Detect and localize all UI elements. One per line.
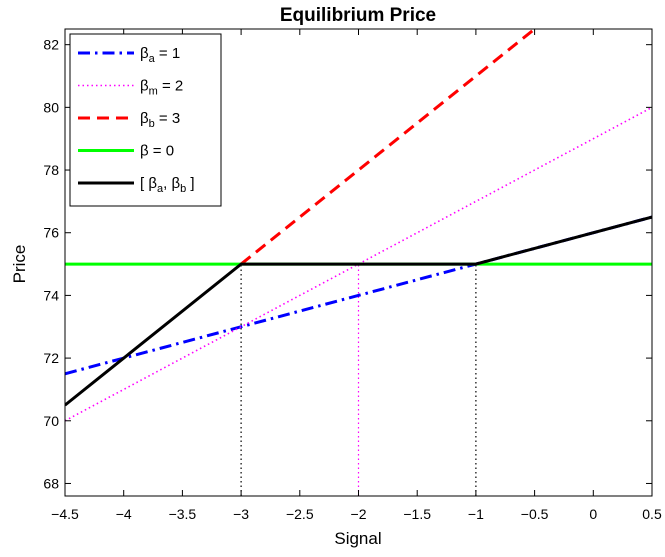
legend-label-4: [ βa, βb ] [140,175,195,195]
legend-value: 2 [175,78,183,95]
series-line-2 [240,29,537,266]
series-line-1 [65,106,652,422]
y-tick-label: 76 [43,225,59,241]
legend-label-3: β = 0 [140,143,174,160]
legend-label-0: βa = 1 [140,45,180,65]
legend-label-part: β [148,175,157,192]
legend-value: 1 [172,45,180,62]
legend-label-part: a [157,183,164,195]
chart-title: Equilibrium Price [280,5,436,26]
legend-symbol: β [140,110,149,127]
x-tick-label: 0.5 [642,506,662,522]
legend-equals: = [149,143,166,160]
legend-subscript: b [149,118,155,130]
y-tick-label: 82 [43,37,59,53]
x-tick-label: −0.5 [521,506,549,522]
legend-equals: = [158,78,175,95]
legend-label-part: b [180,183,186,195]
x-tick-label: −3 [233,506,249,522]
x-tick-label: −2 [351,506,367,522]
x-tick-label: −4.5 [51,506,79,522]
y-tick-label: 80 [43,99,59,115]
legend-symbol: β [140,78,149,95]
legend-symbol: β [140,45,149,62]
y-tick-label: 68 [43,475,59,491]
legend-subscript: a [149,53,156,65]
y-axis-label: Price [10,245,29,284]
legend-label-1: βm = 2 [140,78,183,98]
legend-label-2: βb = 3 [140,110,180,130]
legend-symbol: β [140,143,149,160]
legend-equals: = [155,110,172,127]
y-tick-label: 70 [43,413,59,429]
legend-equals: = [155,45,172,62]
x-axis-label: Signal [334,529,381,548]
legend-label-part: β [171,175,180,192]
legend-subscript: m [149,86,158,98]
legend-label-part: ] [186,175,194,192]
series-line-0 [65,215,652,376]
x-tick-label: −1 [468,506,484,522]
legend-value: 0 [166,143,174,160]
legend-value: 3 [172,110,180,127]
x-tick-label: −1.5 [403,506,431,522]
y-tick-label: 78 [43,162,59,178]
x-tick-label: −4 [116,506,132,522]
x-tick-label: −2.5 [286,506,314,522]
legend-box [69,33,222,207]
y-tick-label: 74 [43,287,59,303]
y-tick-label: 72 [43,350,59,366]
x-tick-label: −3.5 [169,506,197,522]
legend-label-part: , [163,175,171,192]
series-line-4 [65,215,652,407]
legend-label-part: [ [140,175,148,192]
x-tick-label: 0 [589,506,597,522]
